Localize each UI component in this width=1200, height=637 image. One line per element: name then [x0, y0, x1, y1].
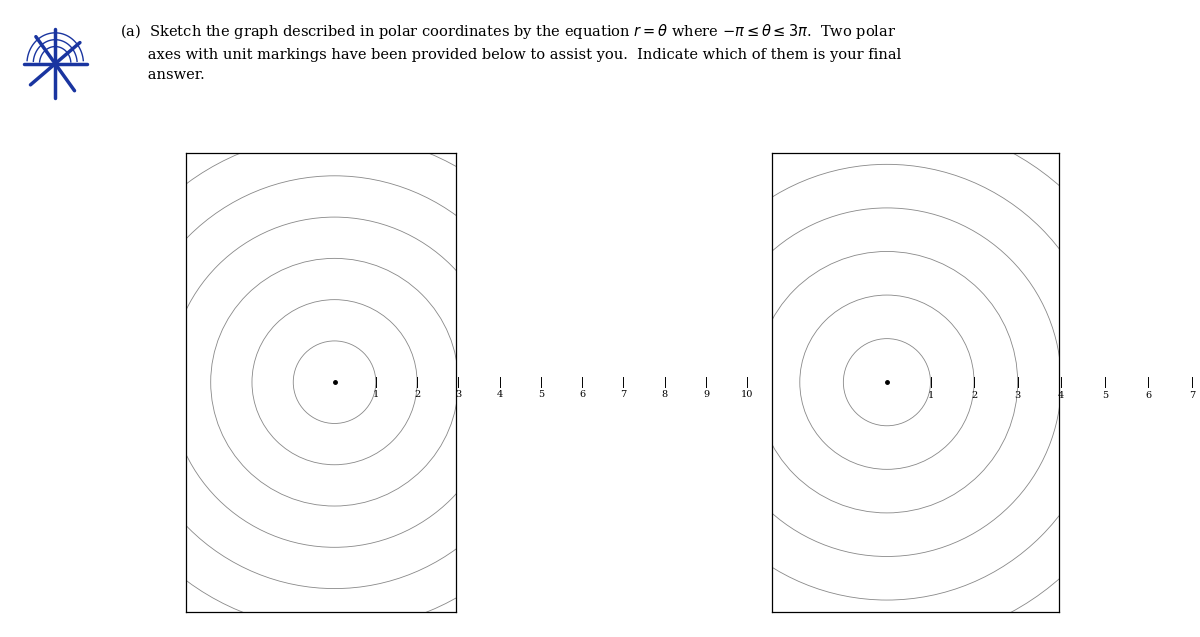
Text: 2: 2 [414, 390, 420, 399]
Text: 3: 3 [1014, 390, 1021, 399]
Text: 5: 5 [538, 390, 544, 399]
Text: 3: 3 [455, 390, 462, 399]
Text: (a)  Sketch the graph described in polar coordinates by the equation $r = \theta: (a) Sketch the graph described in polar … [120, 22, 901, 83]
Text: 9: 9 [703, 390, 709, 399]
Text: 10: 10 [742, 390, 754, 399]
Text: 4: 4 [497, 390, 503, 399]
Text: 7: 7 [620, 390, 626, 399]
Text: 4: 4 [1058, 390, 1064, 399]
Text: 1: 1 [928, 390, 934, 399]
Text: 7: 7 [1189, 390, 1195, 399]
Text: 8: 8 [661, 390, 668, 399]
Text: 6: 6 [1145, 390, 1152, 399]
Text: 6: 6 [580, 390, 586, 399]
Text: 2: 2 [971, 390, 977, 399]
Text: 1: 1 [373, 390, 379, 399]
Text: 5: 5 [1102, 390, 1108, 399]
